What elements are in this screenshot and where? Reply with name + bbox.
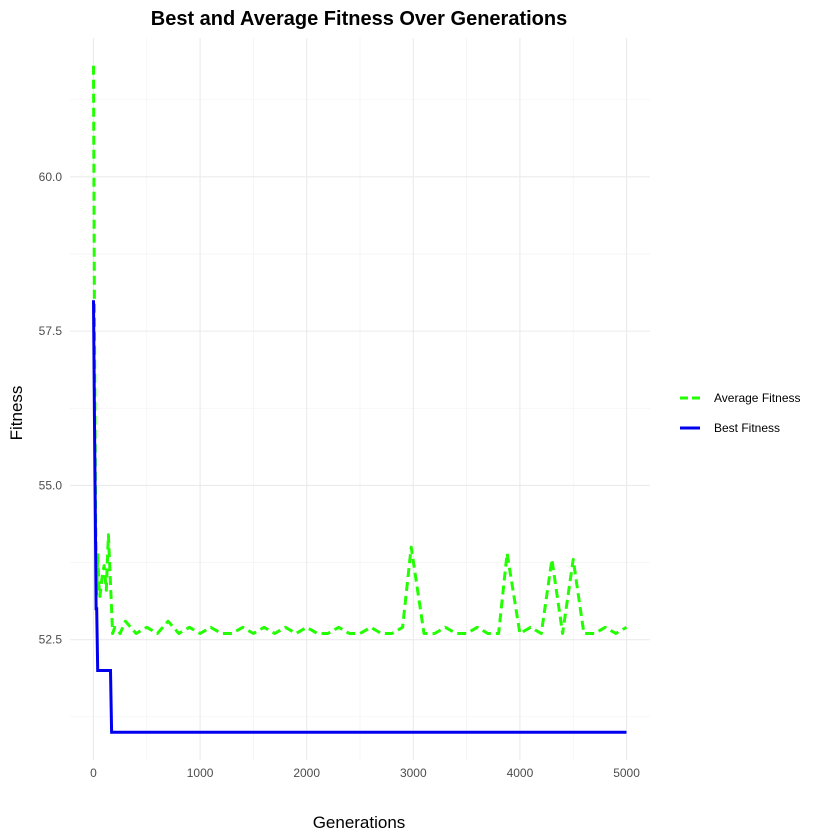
x-tick-label: 4000 — [507, 766, 534, 780]
legend: Average Fitness Best Fitness — [680, 391, 801, 435]
series-best-fitness — [92, 300, 627, 734]
minor-grid — [70, 38, 650, 760]
series-layer — [92, 65, 628, 734]
y-axis-title: Fitness — [7, 386, 26, 441]
y-tick-label: 52.5 — [39, 633, 63, 647]
x-tick-label: 5000 — [613, 766, 640, 780]
x-tick-label: 1000 — [187, 766, 214, 780]
x-tick-label: 0 — [90, 766, 97, 780]
y-tick-label: 57.5 — [39, 324, 63, 338]
chart-title: Best and Average Fitness Over Generation… — [151, 8, 567, 30]
legend-label-average-fitness: Average Fitness — [714, 391, 801, 405]
series-average-fitness — [92, 65, 628, 635]
y-axis-ticks: 52.5 55.0 57.5 60.0 — [39, 170, 63, 647]
x-tick-label: 3000 — [400, 766, 427, 780]
x-axis-ticks: 0 1000 2000 3000 4000 5000 — [90, 766, 640, 780]
x-axis-title: Generations — [313, 813, 406, 832]
legend-label-best-fitness: Best Fitness — [714, 421, 780, 435]
y-tick-label: 60.0 — [39, 170, 63, 184]
y-tick-label: 55.0 — [39, 478, 63, 492]
x-tick-label: 2000 — [293, 766, 320, 780]
